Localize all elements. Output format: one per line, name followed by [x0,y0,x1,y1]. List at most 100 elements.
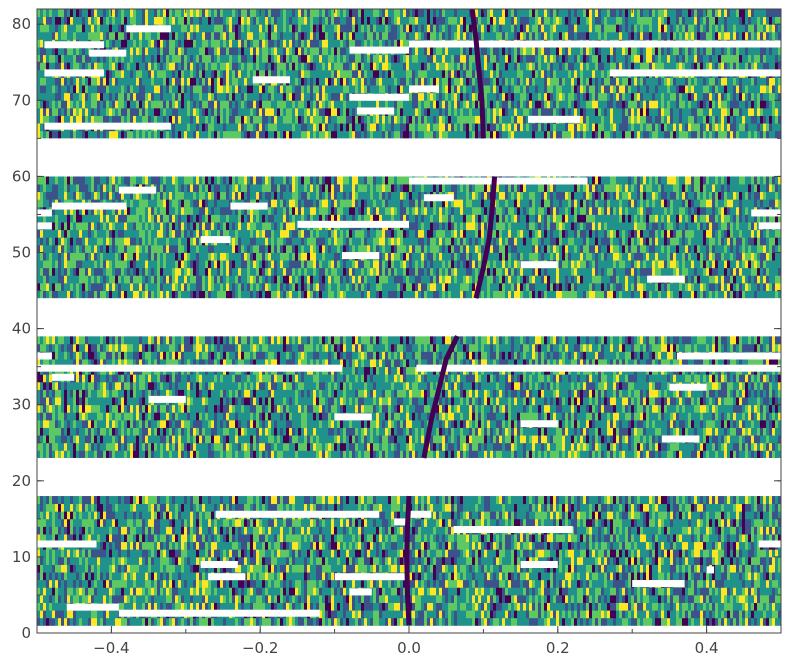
heatmap-cell [568,496,572,505]
heatmap-cell [628,594,632,603]
heatmap-cell [472,511,476,520]
heatmap-cell [94,610,98,619]
heatmap-cell [388,602,392,611]
heatmap-cell [91,427,95,436]
heatmap-cell [361,435,365,444]
heatmap-cell [571,541,575,550]
heatmap-cell [70,503,74,512]
heatmap-cell [373,518,377,527]
heatmap-cell [394,526,398,535]
heatmap-cell [556,496,560,505]
heatmap-cell [61,602,65,611]
heatmap-cell [382,564,386,573]
heatmap-cell [760,617,764,626]
heatmap-cell [100,442,104,451]
heatmap-cell [79,503,83,512]
heatmap-cell [97,534,101,543]
heatmap-cell [331,518,335,527]
heatmap-cell [391,511,395,520]
heatmap-cell [226,496,230,505]
heatmap-cell [100,435,104,444]
heatmap-cell [490,442,494,451]
heatmap-cell [436,442,440,451]
heatmap-cell [214,503,218,512]
heatmap-cell [682,602,686,611]
heatmap-cell [490,587,494,596]
heatmap-cell [79,427,83,436]
heatmap-cell [670,564,674,573]
heatmap-cell [151,587,155,596]
heatmap-cell [469,503,473,512]
heatmap-cell [295,594,299,603]
heatmap-cell [121,587,125,596]
heatmap-cell [421,610,425,619]
heatmap-cell [526,511,530,520]
heatmap-cell [481,602,485,611]
heatmap-cell [442,556,446,565]
heatmap-cell [58,610,62,619]
heatmap-cell [721,511,725,520]
heatmap-cell [475,602,479,611]
heatmap-cell [100,572,104,581]
heatmap-cell [754,526,758,535]
heatmap-cell [241,496,245,505]
heatmap-cell [643,610,647,619]
heatmap-cell [226,526,230,535]
heatmap-cell [574,511,578,520]
heatmap-cell [664,496,668,505]
heatmap-cell [460,572,464,581]
heatmap-cell [613,450,617,459]
heatmap-cell [49,610,53,619]
heatmap-cell [43,594,47,603]
heatmap-cell [229,435,233,444]
heatmap-cell [325,610,329,619]
heatmap-cell [136,435,140,444]
heatmap-cell [478,511,482,520]
heatmap-cell [643,564,647,573]
heatmap-cell [259,572,263,581]
heatmap-cell [109,556,113,565]
heatmap-cell [565,541,569,550]
heatmap-cell [748,587,752,596]
heatmap-cell [82,587,86,596]
heatmap-cell [187,511,191,520]
heatmap-cell [202,556,206,565]
heatmap-cell [115,610,119,619]
heatmap-cell [568,610,572,619]
heatmap-cell [232,541,236,550]
heatmap-cell [478,579,482,588]
heatmap-cell [49,594,53,603]
heatmap-cell [484,435,488,444]
heatmap-cell [439,556,443,565]
heatmap-cell [508,556,512,565]
heatmap-cell [709,594,713,603]
heatmap-cell [103,435,107,444]
heatmap-cell [76,579,80,588]
heatmap-cell [445,541,449,550]
heatmap-cell [460,442,464,451]
heatmap-cell [751,541,755,550]
heatmap-cell [436,534,440,543]
heatmap-cell [415,496,419,505]
heatmap-cell [586,572,590,581]
heatmap-cell [265,564,269,573]
heatmap-cell [481,587,485,596]
heatmap-cell [220,549,224,558]
heatmap-cell [571,496,575,505]
heatmap-cell [544,541,548,550]
heatmap-cell [577,617,581,626]
heatmap-cell [664,564,668,573]
heatmap-cell [361,541,365,550]
heatmap-cell [748,442,752,451]
heatmap-cell [562,442,566,451]
heatmap-cell [133,541,137,550]
heatmap-cell [115,587,119,596]
heatmap-cell [655,442,659,451]
heatmap-cell [79,594,83,603]
heatmap-cell [205,587,209,596]
heatmap-cell [550,442,554,451]
heatmap-cell [586,594,590,603]
heatmap-cell [616,610,620,619]
heatmap-cell [637,496,641,505]
heatmap-cell [481,511,485,520]
